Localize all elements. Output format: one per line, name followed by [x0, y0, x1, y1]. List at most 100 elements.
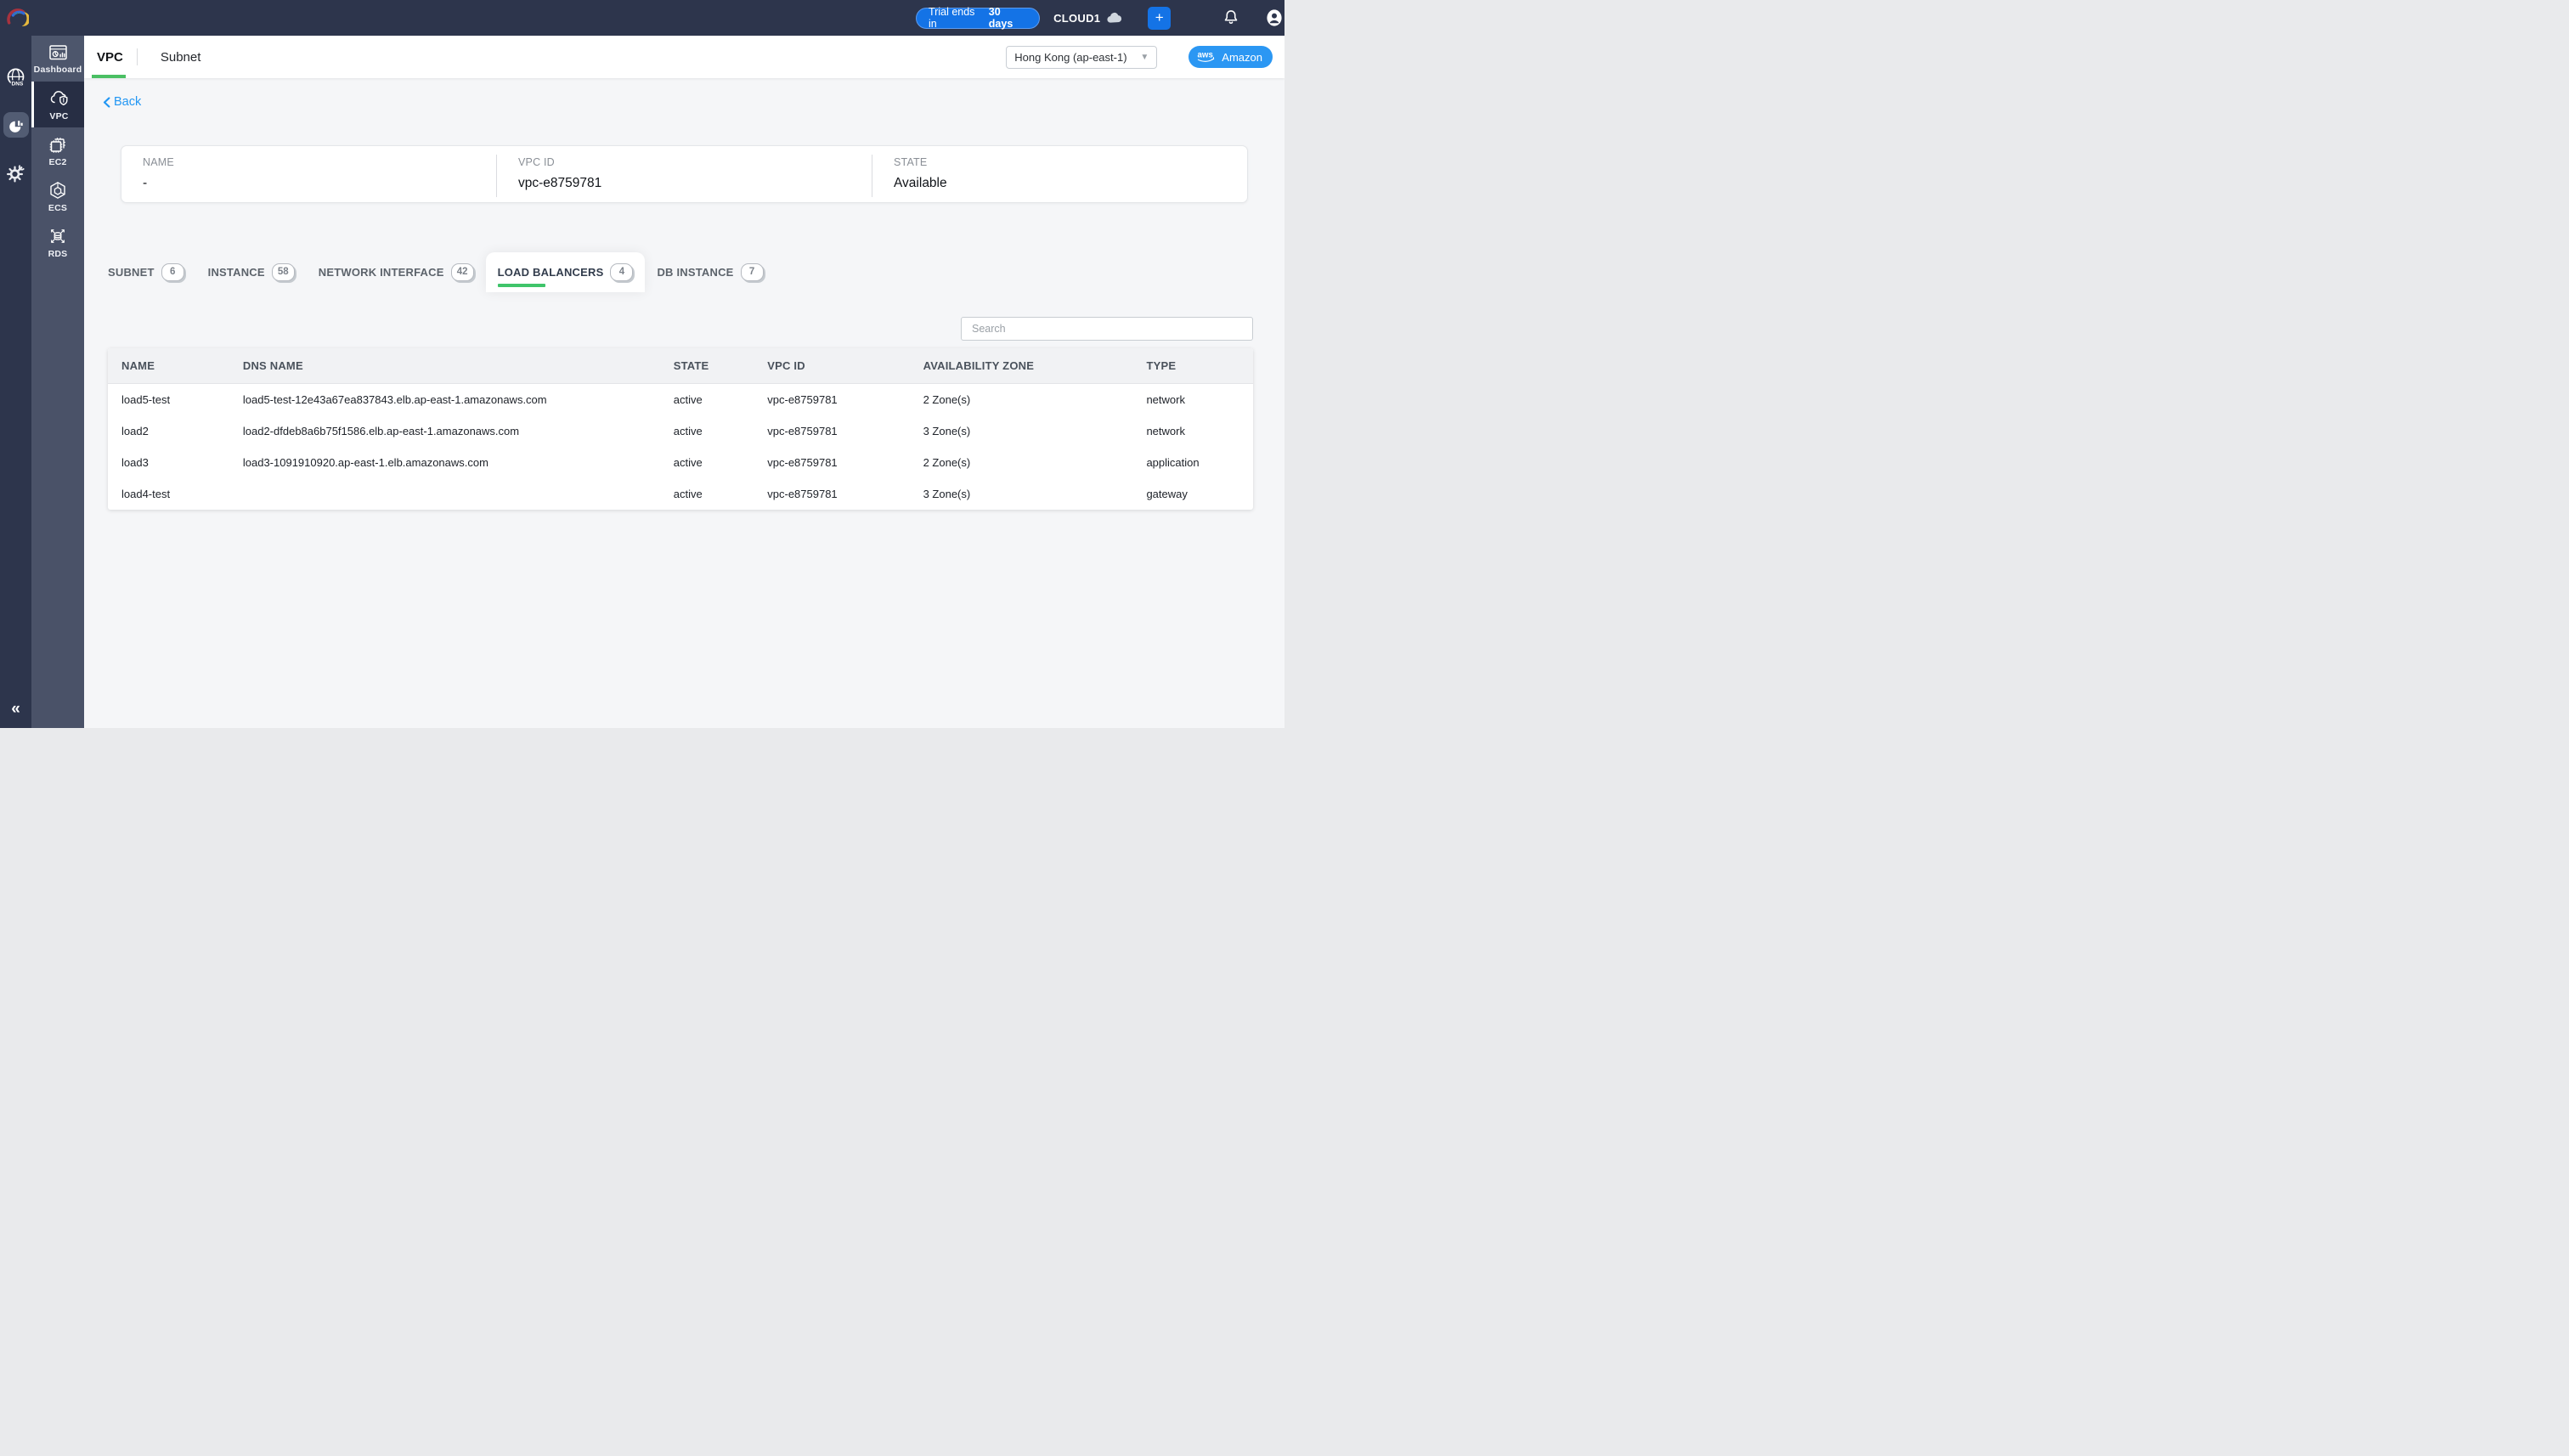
- table-row[interactable]: load5-test load5-test-12e43a67ea837843.e…: [108, 383, 1253, 415]
- avatar-icon: [1267, 9, 1282, 26]
- ec2-icon: [49, 137, 65, 153]
- aws-logo: aws: [1198, 50, 1215, 62]
- cell-dns-name: load5-test-12e43a67ea837843.elb.ap-east-…: [242, 392, 547, 406]
- trial-banner[interactable]: Trial ends in 30 days: [916, 6, 1041, 30]
- ecs-icon: [50, 181, 65, 199]
- count-badge: 7: [740, 262, 764, 281]
- table-row[interactable]: load2 load2-dfdeb8a6b75f1586.elb.ap-east…: [108, 415, 1253, 447]
- bell-icon: [1224, 10, 1238, 24]
- tab-db-instance[interactable]: DB INSTANCE 7: [645, 252, 775, 292]
- sidebar-item-label: RDS: [48, 248, 68, 259]
- svg-text:DNS: DNS: [12, 82, 24, 87]
- tab-subnet-resources[interactable]: SUBNET 6: [96, 252, 196, 292]
- count-badge: 58: [271, 262, 295, 281]
- vpc-summary-card: NAME - VPC ID vpc-e8759781 STATE Availab…: [121, 144, 1248, 203]
- summary-label: VPC ID: [518, 155, 555, 168]
- collapse-sidebar-button[interactable]: «: [11, 700, 20, 718]
- sidebar-item-dashboard[interactable]: Dashboard: [31, 36, 84, 82]
- rail-settings-button[interactable]: [0, 163, 31, 183]
- resource-tab-label: INSTANCE: [207, 265, 265, 279]
- cell-state: active: [673, 424, 703, 437]
- summary-value: Available: [894, 175, 947, 190]
- svg-text:aws: aws: [1198, 50, 1213, 59]
- cell-dns-name: [229, 478, 660, 510]
- back-label: Back: [114, 95, 142, 109]
- cell-type: network: [1146, 424, 1185, 437]
- resource-tab-label: LOAD BALANCERS: [497, 265, 604, 279]
- caret-down-icon: ▼: [1140, 52, 1149, 62]
- summary-label: STATE: [894, 155, 928, 168]
- summary-label: NAME: [143, 155, 174, 168]
- column-header: AVAILABILITY ZONE: [909, 347, 1133, 384]
- brand-logo: [7, 8, 29, 26]
- tab-instance[interactable]: INSTANCE 58: [196, 252, 307, 292]
- sidebar-nav: Dashboard VPC EC2: [31, 36, 84, 728]
- user-avatar[interactable]: [1264, 8, 1284, 28]
- vpc-icon: [50, 90, 68, 105]
- topbar-right-cluster: Trial ends in 30 days CLOUD1 +: [916, 0, 1284, 36]
- tab-network-interface[interactable]: NETWORK INTERFACE 42: [307, 252, 486, 292]
- cloud-icon: [1107, 12, 1122, 23]
- notifications-button[interactable]: [1222, 8, 1240, 27]
- rail-analytics-button[interactable]: [3, 112, 29, 138]
- summary-value: vpc-e8759781: [518, 175, 602, 190]
- summary-vpc-id: VPC ID vpc-e8759781: [497, 146, 872, 202]
- table-row[interactable]: load4-test active vpc-e8759781 3 Zone(s)…: [108, 478, 1253, 510]
- cell-type: gateway: [1146, 487, 1188, 500]
- cell-vpc-id: vpc-e8759781: [767, 487, 838, 500]
- account-menu[interactable]: CLOUD1: [1053, 12, 1122, 25]
- cell-availability-zone: 2 Zone(s): [923, 392, 971, 406]
- dashboard-icon: [48, 44, 67, 59]
- back-link[interactable]: Back: [103, 95, 141, 109]
- cell-name: load3: [121, 455, 149, 469]
- cell-state: active: [673, 392, 703, 406]
- region-value: Hong Kong (ap-east-1): [1014, 50, 1127, 64]
- trial-days: 30 days: [988, 6, 1013, 30]
- cell-vpc-id: vpc-e8759781: [767, 392, 838, 406]
- sidebar-item-rds[interactable]: RDS: [31, 219, 84, 265]
- sidebar-item-ec2[interactable]: EC2: [31, 127, 84, 173]
- tab-subnet[interactable]: Subnet: [157, 36, 205, 78]
- table-row[interactable]: load3 load3-1091910920.ap-east-1.elb.ama…: [108, 447, 1253, 478]
- add-button[interactable]: +: [1148, 6, 1171, 30]
- tab-load-balancers[interactable]: LOAD BALANCERS 4: [485, 251, 646, 292]
- sidebar-item-label: Dashboard: [33, 64, 82, 75]
- account-name: CLOUD1: [1053, 11, 1101, 25]
- summary-value: -: [143, 175, 148, 190]
- resource-tab-label: NETWORK INTERFACE: [318, 265, 444, 279]
- column-header: STATE: [659, 347, 754, 384]
- trial-text: Trial ends in: [929, 6, 975, 30]
- cell-name: load5-test: [121, 392, 171, 406]
- page-header: VPC Subnet Hong Kong (ap-east-1) ▼ aws A…: [84, 36, 1284, 78]
- sidebar-item-ecs[interactable]: ECS: [31, 173, 84, 219]
- search-input[interactable]: [961, 316, 1253, 341]
- cell-type: network: [1146, 392, 1185, 406]
- cell-availability-zone: 2 Zone(s): [923, 455, 971, 469]
- cell-vpc-id: vpc-e8759781: [767, 455, 838, 469]
- cell-vpc-id: vpc-e8759781: [767, 424, 838, 437]
- sidebar-item-label: EC2: [48, 156, 67, 167]
- resource-tab-label: DB INSTANCE: [657, 265, 734, 279]
- column-header: VPC ID: [754, 347, 910, 384]
- topbar: Trial ends in 30 days CLOUD1 +: [0, 0, 1284, 36]
- summary-state: STATE Available: [872, 146, 1247, 202]
- count-badge: 42: [450, 262, 474, 281]
- chevron-left-icon: [103, 96, 110, 108]
- column-header: TYPE: [1132, 347, 1253, 384]
- dns-icon: DNS: [7, 68, 25, 87]
- region-selector[interactable]: Hong Kong (ap-east-1) ▼: [1006, 45, 1158, 69]
- cell-name: load4-test: [121, 487, 171, 500]
- summary-name: NAME -: [121, 146, 496, 202]
- main-content: Back NAME - VPC ID vpc-e8759781 STATE Av…: [84, 78, 1284, 728]
- provider-amazon-button[interactable]: aws Amazon: [1189, 46, 1273, 68]
- count-badge: 6: [161, 262, 184, 281]
- cell-availability-zone: 3 Zone(s): [923, 487, 971, 500]
- rail-dns-button[interactable]: DNS: [0, 66, 31, 89]
- active-tab-underline: [92, 75, 126, 78]
- load-balancers-table: NAME DNS NAME STATE VPC ID AVAILABILITY …: [108, 347, 1253, 510]
- sidebar-item-vpc[interactable]: VPC: [31, 82, 84, 127]
- cell-name: load2: [121, 424, 149, 437]
- tab-vpc[interactable]: VPC: [92, 36, 127, 78]
- table-header-row: NAME DNS NAME STATE VPC ID AVAILABILITY …: [108, 347, 1253, 384]
- settings-icon: [6, 164, 25, 183]
